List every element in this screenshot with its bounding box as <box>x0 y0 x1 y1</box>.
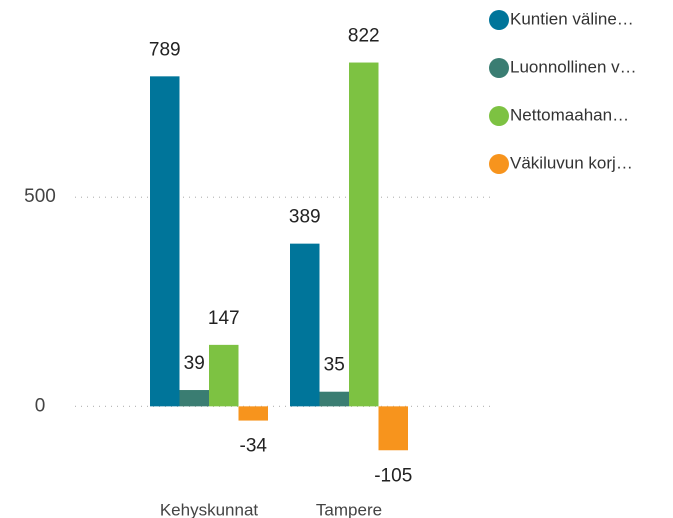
legend-label: Kuntien väline… <box>510 9 634 28</box>
legend-label: Väkiluvun korj… <box>510 153 633 172</box>
bar <box>319 391 349 407</box>
bar <box>290 243 320 407</box>
data-label: 389 <box>289 207 321 228</box>
legend-label: Nettomaahan… <box>510 105 629 124</box>
legend-marker <box>489 154 509 174</box>
bar <box>179 390 209 407</box>
data-label: 39 <box>184 353 205 374</box>
x-tick-label: Tampere <box>316 500 382 518</box>
legend-marker <box>489 10 509 30</box>
bar <box>238 406 268 421</box>
legend-marker <box>489 106 509 126</box>
y-tick-label: 500 <box>24 186 56 207</box>
legend-label: Luonnollinen v… <box>510 57 637 76</box>
bar <box>349 62 379 407</box>
x-tick-label: Kehyskunnat <box>160 500 259 518</box>
legend-marker <box>489 58 509 78</box>
bar <box>378 406 408 451</box>
bar <box>209 344 239 407</box>
bar <box>150 76 180 407</box>
data-label: -105 <box>374 465 412 486</box>
data-label: 147 <box>208 308 240 329</box>
data-label: -34 <box>240 436 268 457</box>
data-label: 789 <box>149 39 181 60</box>
data-label: 822 <box>348 26 380 47</box>
y-tick-label: 0 <box>35 395 46 416</box>
data-label: 35 <box>324 355 345 376</box>
